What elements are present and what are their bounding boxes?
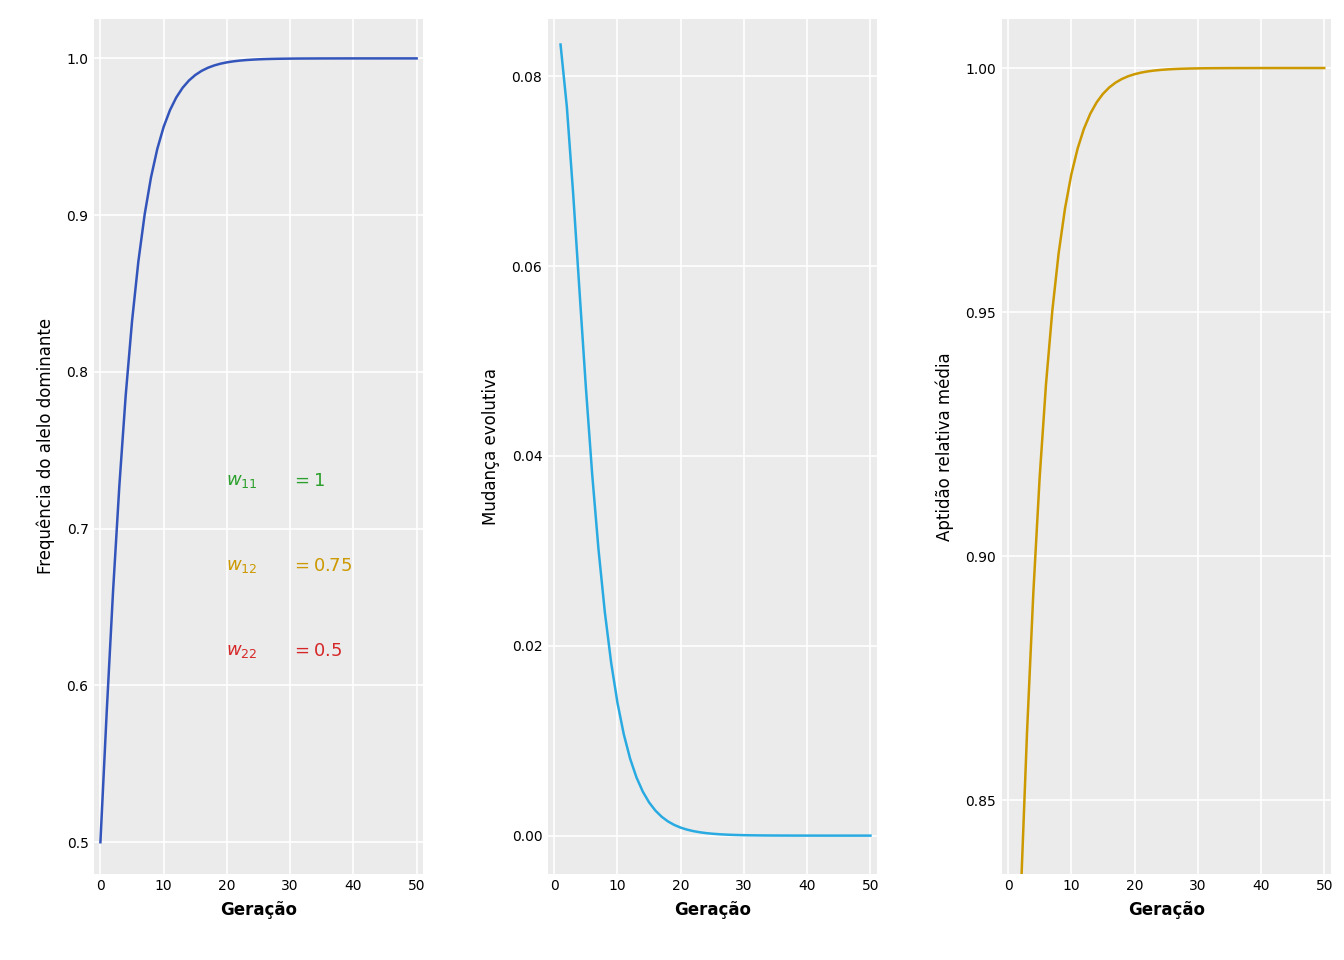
X-axis label: Geração: Geração <box>220 901 297 920</box>
Y-axis label: Mudança evolutiva: Mudança evolutiva <box>482 368 500 525</box>
Text: $= 0.75$: $= 0.75$ <box>292 557 352 575</box>
Text: $w_{12}$: $w_{12}$ <box>226 557 257 575</box>
Text: $= 0.5$: $= 0.5$ <box>292 642 343 660</box>
Y-axis label: Aptidão relativa média: Aptidão relativa média <box>935 352 954 540</box>
Text: $= 1$: $= 1$ <box>292 471 325 490</box>
X-axis label: Geração: Geração <box>673 901 751 920</box>
Y-axis label: Frequência do alelo dominante: Frequência do alelo dominante <box>36 319 55 574</box>
X-axis label: Geração: Geração <box>1128 901 1204 920</box>
Text: $w_{22}$: $w_{22}$ <box>226 642 257 660</box>
Text: $w_{11}$: $w_{11}$ <box>226 471 257 490</box>
